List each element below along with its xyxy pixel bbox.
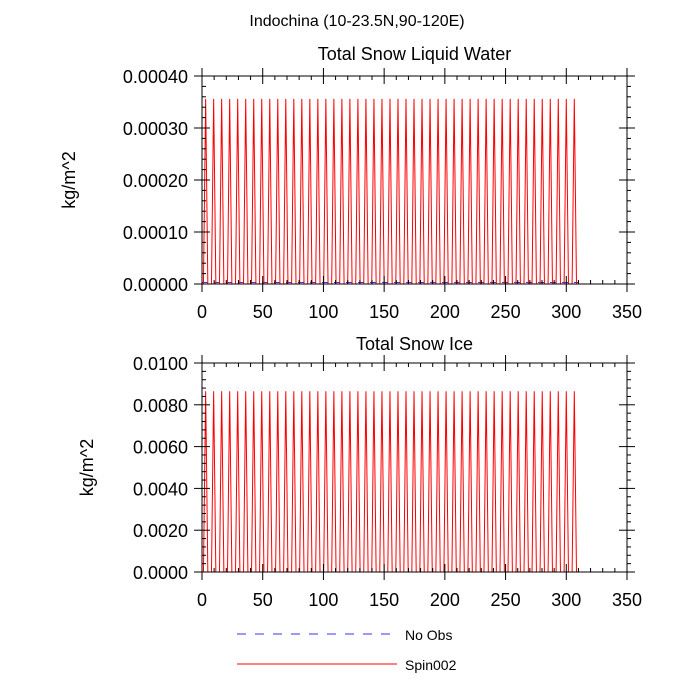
y-axis-label: kg/m^2 (59, 151, 79, 208)
y-tick-label: 0.0080 (133, 396, 188, 416)
x-tick-label: 250 (491, 590, 521, 610)
x-tick-label: 150 (369, 590, 399, 610)
x-tick-label: 200 (430, 590, 460, 610)
x-tick-label: 350 (612, 302, 642, 322)
x-tick-label: 250 (491, 302, 521, 322)
x-tick-label: 150 (369, 302, 399, 322)
x-tick-label: 200 (430, 302, 460, 322)
x-tick-label: 50 (253, 590, 273, 610)
y-tick-label: 0.0100 (133, 354, 188, 374)
y-tick-label: 0.00020 (123, 171, 188, 191)
y-tick-label: 0.0040 (133, 479, 188, 499)
y-tick-label: 0.00030 (123, 119, 188, 139)
legend-label-no-obs: No Obs (405, 627, 452, 643)
y-tick-label: 0.00000 (123, 275, 188, 295)
plot-frame (201, 362, 628, 573)
chart-title: Total Snow Liquid Water (318, 44, 511, 64)
series-spin002-snow-ice (202, 391, 579, 573)
plot-area-1: Total Snow Ice kg/m^2 0 50 100 150 200 250 300 35… (77, 334, 642, 610)
x-tick-label: 0 (197, 590, 207, 610)
x-tick-label: 300 (551, 590, 581, 610)
y-tick-label: 0.0000 (133, 563, 188, 583)
figure-suptitle: Indochina (10-23.5N,90-120E) (249, 13, 464, 30)
y-axis-label: kg/m^2 (77, 439, 97, 496)
y-tick-label: 0.0020 (133, 521, 188, 541)
y-tick-label: 0.0060 (133, 438, 188, 458)
y-tick-label: 0.00010 (123, 223, 188, 243)
y-tick-label: 0.00040 (123, 67, 188, 87)
plot-area-0: Total Snow Liquid Water kg/m^2 0 50 100 150 20… (59, 44, 642, 322)
x-tick-label: 350 (612, 590, 642, 610)
series-spin002-liquid-water (202, 98, 579, 285)
chart-snow-ice: Total Snow Ice kg/m^2 0 50 100 150 200 250 300 35… (77, 334, 642, 610)
x-tick-label: 300 (551, 302, 581, 322)
x-tick-label: 100 (308, 302, 338, 322)
x-tick-label: 50 (253, 302, 273, 322)
legend: No Obs Spin002 (237, 627, 457, 673)
legend-label-spin002: Spin002 (405, 657, 457, 673)
chart-title: Total Snow Ice (356, 334, 473, 354)
x-tick-label: 0 (197, 302, 207, 322)
chart-snow-liquid-water: Total Snow Liquid Water kg/m^2 0 50 100 150 20… (59, 44, 642, 322)
x-tick-label: 100 (308, 590, 338, 610)
